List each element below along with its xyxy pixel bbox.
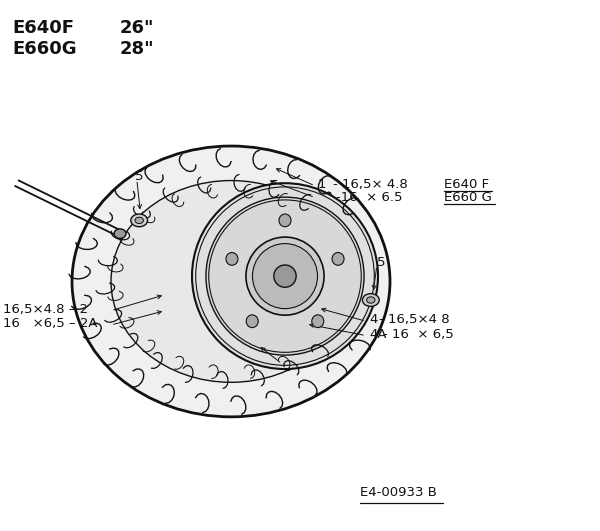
Ellipse shape <box>332 253 344 266</box>
Ellipse shape <box>111 181 351 382</box>
Ellipse shape <box>246 315 258 328</box>
Text: E640 F: E640 F <box>444 178 489 191</box>
Text: -16  × 6.5: -16 × 6.5 <box>336 191 403 204</box>
Text: 3: 3 <box>284 361 293 374</box>
Ellipse shape <box>279 214 291 227</box>
Ellipse shape <box>274 265 296 287</box>
Ellipse shape <box>72 146 390 417</box>
Text: E660 G: E660 G <box>444 191 492 204</box>
Text: 1: 1 <box>318 178 326 191</box>
Text: E640F: E640F <box>12 19 74 37</box>
Ellipse shape <box>312 315 324 328</box>
Text: 5: 5 <box>135 170 143 183</box>
Text: 5: 5 <box>377 256 385 269</box>
Text: 28": 28" <box>120 40 155 58</box>
Ellipse shape <box>131 214 148 227</box>
Ellipse shape <box>367 297 375 303</box>
Text: 4: 4 <box>369 313 377 326</box>
Ellipse shape <box>135 217 143 224</box>
Text: 16,5×4.8 – 2: 16,5×4.8 – 2 <box>3 303 88 315</box>
Ellipse shape <box>246 237 324 315</box>
Text: - 16,5×4 8: - 16,5×4 8 <box>379 313 450 326</box>
Text: 16   ×6,5 – 2A: 16 ×6,5 – 2A <box>3 318 97 330</box>
Ellipse shape <box>206 197 364 355</box>
Text: 4A: 4A <box>369 328 386 341</box>
Text: 1A: 1A <box>318 191 335 204</box>
Text: - 16  × 6,5: - 16 × 6,5 <box>383 328 454 341</box>
Ellipse shape <box>226 253 238 266</box>
Ellipse shape <box>253 244 317 309</box>
Text: E660G: E660G <box>12 40 77 58</box>
Ellipse shape <box>114 229 126 238</box>
Ellipse shape <box>192 183 378 369</box>
Text: E4-00933 B: E4-00933 B <box>360 486 437 499</box>
Text: - 16,5× 4.8: - 16,5× 4.8 <box>333 178 408 191</box>
Ellipse shape <box>362 294 379 306</box>
Text: 26": 26" <box>120 19 155 37</box>
